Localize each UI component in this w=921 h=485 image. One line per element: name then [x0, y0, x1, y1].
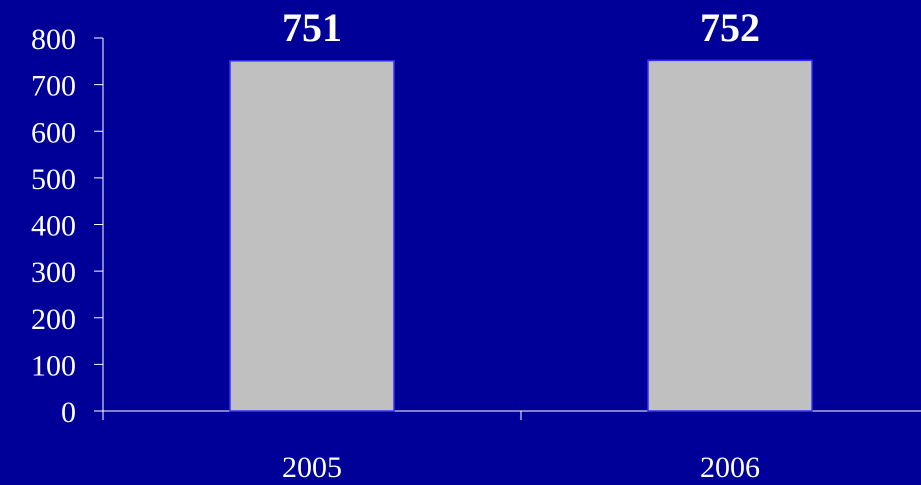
bar-2005 [229, 60, 395, 412]
y-tick-label: 500 [31, 163, 76, 196]
y-tick-label: 300 [31, 256, 76, 289]
data-labels: 751 752 [282, 5, 760, 50]
bar-2006 [647, 59, 813, 412]
y-tick-label: 400 [31, 210, 76, 243]
data-label: 752 [700, 5, 760, 50]
y-tick-label: 800 [31, 23, 76, 56]
y-tick-label: 0 [61, 396, 76, 429]
x-tick-label: 2006 [700, 451, 760, 484]
y-tick-label: 200 [31, 303, 76, 336]
bars [229, 59, 813, 412]
data-label: 751 [282, 5, 342, 50]
y-tick-label: 100 [31, 349, 76, 382]
x-axis: 2005 2006 [102, 410, 921, 484]
y-tick-label: 600 [31, 116, 76, 149]
y-tick-label: 700 [31, 70, 76, 103]
x-tick-label: 2005 [282, 451, 342, 484]
y-axis: 0 100 200 300 400 500 600 700 800 [31, 23, 104, 429]
